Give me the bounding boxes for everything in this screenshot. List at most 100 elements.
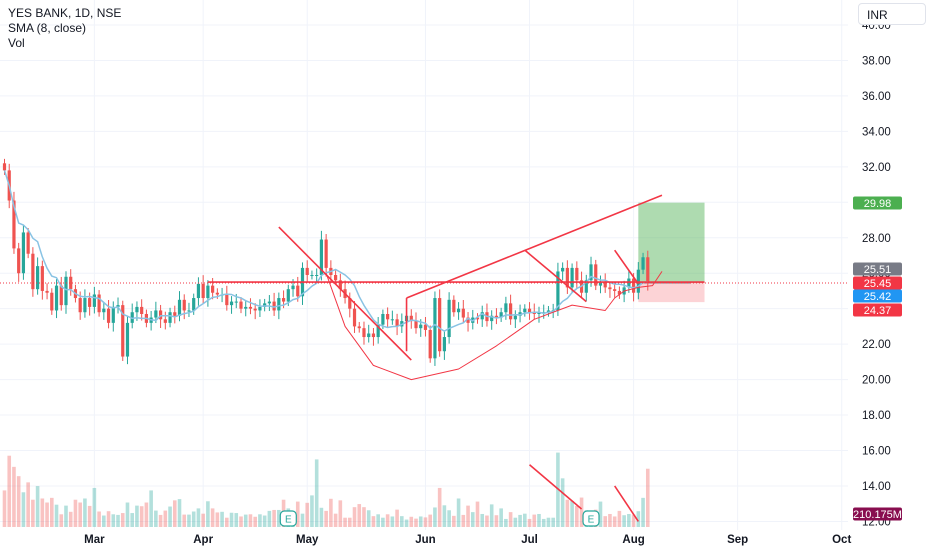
volume-bar xyxy=(102,515,106,527)
candle-body xyxy=(452,299,456,313)
candle-body xyxy=(334,274,338,281)
candle-body xyxy=(480,312,484,320)
cup-curve xyxy=(325,271,663,381)
symbol-title[interactable]: YES BANK, 1D, NSE xyxy=(8,6,122,20)
volume-bar xyxy=(603,516,608,527)
currency-button[interactable]: INR xyxy=(858,3,926,25)
candle-body xyxy=(50,292,54,311)
candle-body xyxy=(636,269,640,293)
x-tick-label: Oct xyxy=(832,534,851,546)
candle-body xyxy=(272,301,276,311)
volume-bar xyxy=(248,514,253,527)
volume-bar xyxy=(645,468,650,527)
candle-body xyxy=(376,324,380,338)
volume-bar xyxy=(125,502,130,527)
price-tag-label: 25.51 xyxy=(864,264,892,276)
volume-bar xyxy=(83,498,87,527)
volume-bar xyxy=(437,487,442,527)
candle-body xyxy=(277,298,281,311)
volume-bar xyxy=(267,510,272,527)
volume-decline-line-2 xyxy=(614,485,639,522)
candle-body xyxy=(603,282,607,288)
candle-body xyxy=(631,278,636,293)
candle-body xyxy=(154,310,158,318)
volume-bar xyxy=(546,517,551,527)
candle-body xyxy=(135,306,139,313)
volume-bar xyxy=(220,511,224,527)
volume-bar xyxy=(527,518,532,527)
volume-bar xyxy=(617,510,622,527)
candle-body xyxy=(466,317,470,323)
candle-body xyxy=(192,298,196,311)
candle-body xyxy=(177,299,182,316)
x-tick-label: Jul xyxy=(521,534,538,546)
volume-bar xyxy=(329,498,333,527)
volume-bar xyxy=(400,516,404,527)
candle-body xyxy=(26,232,30,254)
candle-body xyxy=(504,303,508,313)
volume-bar xyxy=(631,514,636,527)
sma-line xyxy=(0,170,848,332)
chart-legend: YES BANK, 1D, NSE SMA (8, close) Vol xyxy=(8,6,121,51)
x-tick-label: Mar xyxy=(84,534,105,546)
candle-body xyxy=(17,248,21,274)
candle-body xyxy=(494,315,499,318)
volume-bar xyxy=(470,512,475,527)
candle-body xyxy=(45,290,49,293)
volume-bar xyxy=(172,500,177,527)
candle-body xyxy=(537,312,541,314)
volume-bar xyxy=(333,513,338,527)
volume-bar xyxy=(560,478,565,527)
volume-bar xyxy=(106,511,111,527)
volume-bar xyxy=(612,516,617,527)
trend-drawings[interactable] xyxy=(207,194,705,522)
volume-bar xyxy=(2,490,7,527)
candle-body xyxy=(589,264,593,281)
candle-body xyxy=(286,289,290,302)
volume-decline-line xyxy=(529,464,583,510)
candle-body xyxy=(598,282,603,286)
volume-bar xyxy=(272,509,276,527)
earnings-marker xyxy=(279,510,297,527)
volume-legend[interactable]: Vol xyxy=(8,36,25,50)
candle-body xyxy=(456,308,461,313)
volume-bar xyxy=(68,511,73,527)
candle-body xyxy=(248,306,253,309)
candle-body xyxy=(532,312,536,314)
x-tick-label: Jun xyxy=(415,534,435,546)
candle-body xyxy=(111,306,115,323)
x-tick-label: May xyxy=(296,534,319,546)
candle-body xyxy=(201,283,205,299)
volume-bar xyxy=(196,508,201,527)
volume-bar xyxy=(343,517,347,527)
candle-body xyxy=(447,299,451,338)
volume-bar xyxy=(371,516,376,527)
volume-bar xyxy=(262,515,267,527)
volume-bar xyxy=(551,517,555,527)
x-tick-label: Sep xyxy=(727,534,748,546)
sma-legend[interactable]: SMA (8, close) xyxy=(8,21,87,35)
candle-body xyxy=(36,266,40,290)
volume-bar xyxy=(338,500,343,527)
candle-body xyxy=(296,285,300,297)
volume-bar xyxy=(40,498,45,527)
volume-bar xyxy=(206,501,210,527)
time-axis[interactable]: Mar Apr May Jun Jul Aug Sep Oct xyxy=(84,534,851,546)
volume-bar xyxy=(362,507,366,527)
volume-bar xyxy=(447,510,451,527)
volume-bar xyxy=(352,507,357,527)
volume-bar xyxy=(442,505,447,527)
volume-bar xyxy=(641,497,645,527)
price-tag xyxy=(853,507,902,521)
y-tick-label: 18.00 xyxy=(862,410,891,422)
candle-body xyxy=(570,267,574,288)
volume-bar xyxy=(541,518,546,527)
volume-bar xyxy=(579,497,584,527)
candle-body xyxy=(69,276,73,290)
price-tag-label: 25.45 xyxy=(864,278,892,290)
volume-bar xyxy=(452,515,456,527)
candle-body xyxy=(2,163,7,171)
volume-bar xyxy=(532,514,537,527)
